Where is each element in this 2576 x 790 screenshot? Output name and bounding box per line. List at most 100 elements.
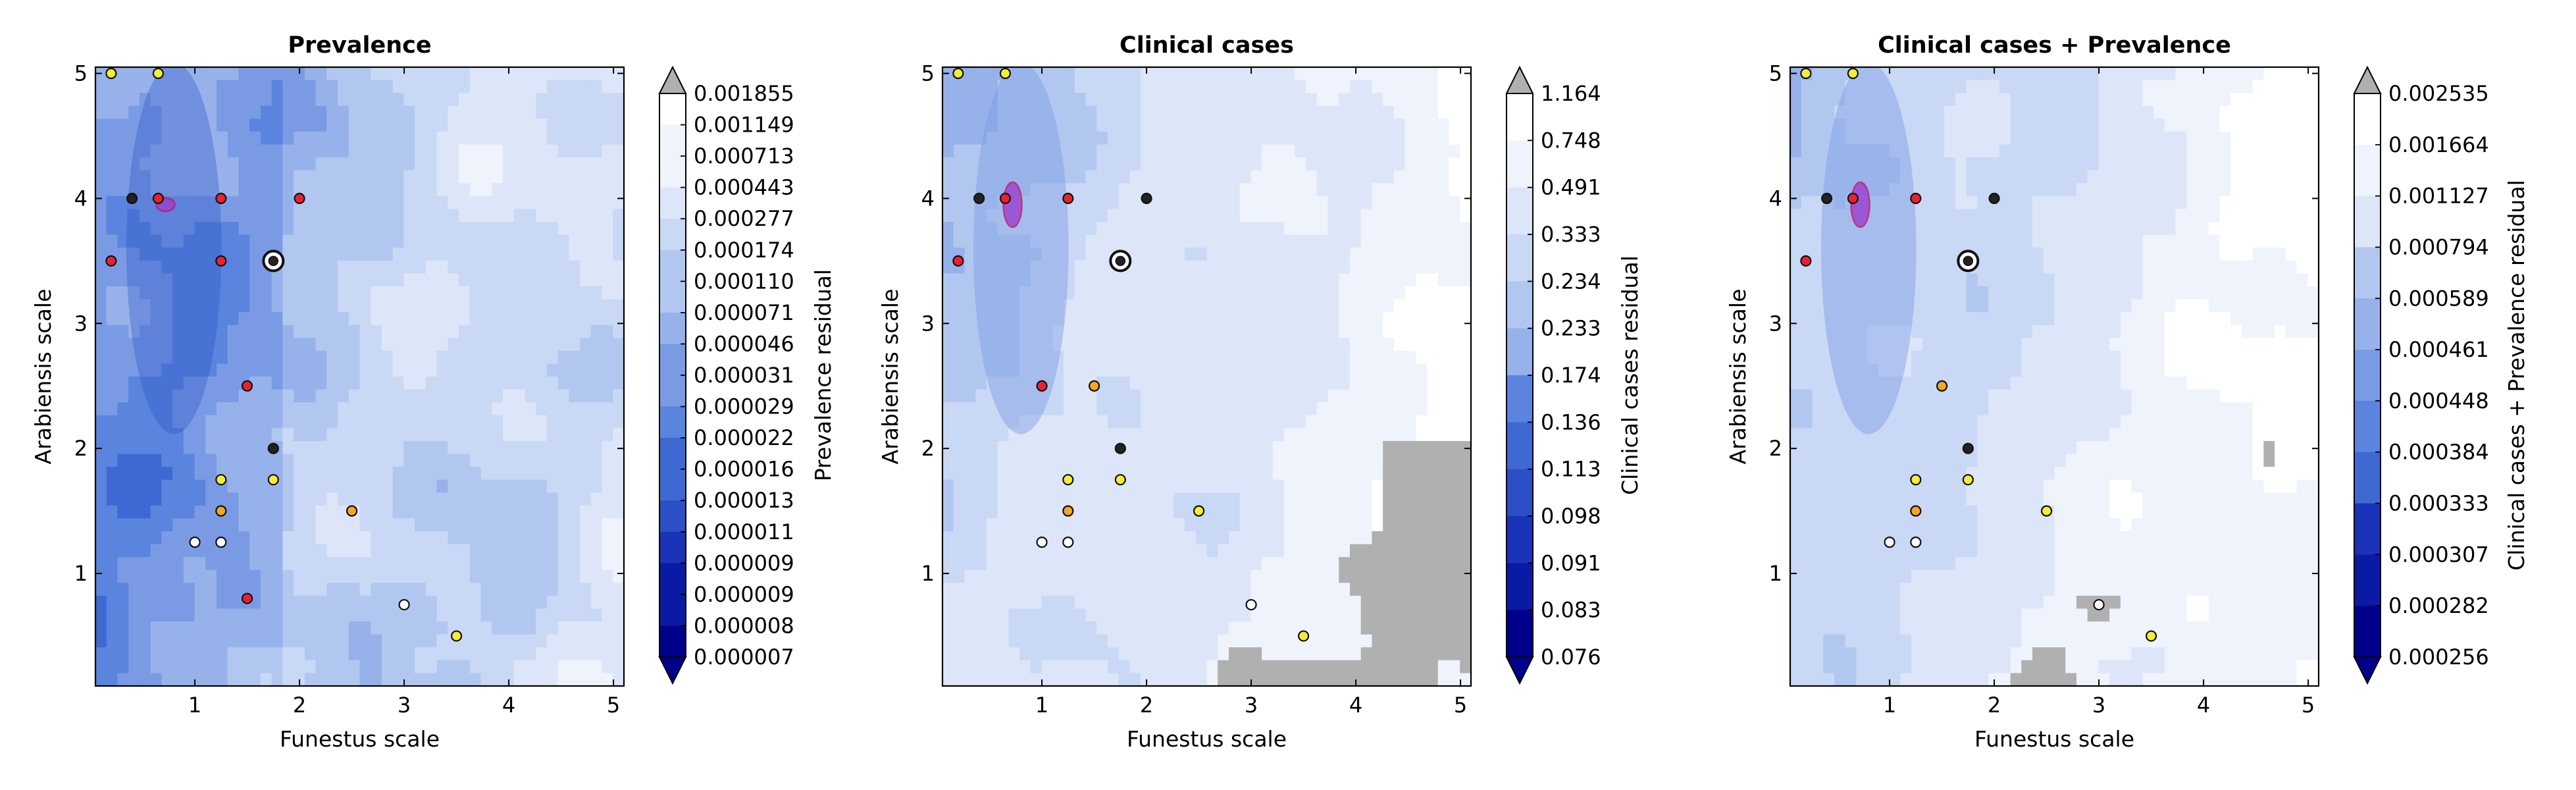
x-tick-label: 3 [398, 693, 411, 718]
colorbar-tick-label: 0.234 [1541, 269, 1601, 294]
colorbar-tick-label: 0.000713 [694, 144, 794, 169]
colorbar-tick-label: 0.000256 [2388, 645, 2489, 670]
data-point [215, 474, 227, 486]
y-tick-label: 1 [921, 561, 935, 586]
data-point [267, 442, 279, 454]
data-point [1821, 192, 1833, 204]
colorbar-tick-label: 0.001127 [2388, 184, 2489, 209]
colorbar-tick-label: 0.000009 [694, 582, 794, 607]
colorbar-tick-label: 0.083 [1541, 598, 1601, 623]
colorbar-bin [1507, 281, 1533, 329]
y-tick-label: 5 [74, 61, 88, 86]
data-point [105, 255, 117, 267]
colorbar-bin [659, 531, 686, 564]
colorbar-frame [2354, 93, 2381, 658]
x-tick-label: 3 [1245, 693, 1258, 718]
data-point [973, 192, 985, 204]
best-fit-marker [268, 255, 279, 267]
data-point [1884, 537, 1895, 548]
y-tick-label: 2 [921, 436, 935, 461]
data-point [1800, 255, 1812, 267]
colorbar-tick-label: 0.000008 [694, 613, 794, 638]
colorbar-bin [2354, 298, 2381, 350]
x-tick-label: 4 [2197, 693, 2210, 718]
x-tick-label: 2 [1140, 693, 1153, 718]
data-point [1193, 505, 1205, 517]
data-point [999, 192, 1012, 204]
colorbar-tick-label: 0.748 [1541, 128, 1601, 153]
data-point [1297, 630, 1310, 642]
y-tick-label: 4 [921, 186, 935, 211]
colorbar-bin [1507, 234, 1533, 282]
data-point [450, 630, 463, 642]
colorbar-bin [2354, 503, 2381, 555]
y-axis-label: Arabiensis scale [1725, 289, 1751, 465]
data-point [1910, 537, 1922, 548]
colorbar-over-extension [2353, 65, 2382, 94]
colorbar-bin [2354, 606, 2381, 658]
y-axis-label: Arabiensis scale [877, 289, 903, 465]
data-point [1245, 598, 1257, 611]
panel-1: 1 2 3 4 5 1 2 3 4 5 Prevalence Funestus scale Arabie… [30, 32, 836, 752]
colorbar-tick-label: 0.136 [1541, 409, 1601, 434]
colorbar-bin [2354, 196, 2381, 248]
colorbar-tick-label: 0.233 [1541, 316, 1601, 341]
data-point [294, 192, 305, 204]
colorbar-tick-label: 0.000794 [2388, 234, 2489, 259]
colorbar-tick-label: 0.076 [1541, 645, 1601, 670]
colorbar-bin [2354, 452, 2381, 504]
colorbar-tick-label: 0.002535 [2388, 81, 2489, 106]
data-point [1936, 380, 1948, 392]
y-tick-label: 3 [921, 311, 935, 336]
colorbar-tick-label: 0.001855 [694, 81, 794, 106]
colorbar-tick-label: 0.000110 [694, 269, 794, 294]
best-fit-marker [1963, 255, 1974, 267]
colorbar-tick-label: 0.000333 [2388, 491, 2489, 516]
colorbar-bin [659, 156, 686, 188]
panel-title: Prevalence [288, 32, 431, 59]
colorbar-tick-label: 0.001149 [694, 113, 794, 138]
colorbar-bin [659, 625, 686, 658]
colorbar-tick-label: 0.000461 [2388, 337, 2489, 362]
highlight-region [1850, 181, 1870, 228]
low-residual-band [973, 67, 1069, 434]
colorbar-tick-label: 0.000011 [694, 519, 794, 544]
x-tick-label: 2 [1988, 693, 2001, 718]
colorbar-under-extension [2353, 656, 2382, 685]
data-point [1910, 505, 1922, 517]
colorbar-tick-label: 0.000384 [2388, 440, 2489, 465]
y-tick-label: 4 [74, 186, 88, 211]
data-point [1088, 380, 1100, 392]
data-point [1988, 192, 2000, 204]
x-tick-label: 5 [607, 693, 620, 718]
highlight-region [1002, 181, 1023, 228]
colorbar-bin [659, 124, 686, 157]
colorbar-tick-label: 0.000022 [694, 425, 794, 450]
colorbar-over-extension [1505, 65, 1534, 94]
colorbar-tick-label: 0.000282 [2388, 593, 2489, 618]
y-tick-label: 1 [74, 561, 88, 586]
colorbar-tick-label: 0.000448 [2388, 388, 2489, 413]
colorbar-tick-label: 0.000013 [694, 488, 794, 513]
colorbar-bin [659, 250, 686, 282]
colorbar-bin [1507, 563, 1533, 611]
x-tick-label: 4 [502, 693, 515, 718]
data-point [215, 192, 227, 204]
data-point [1141, 192, 1152, 204]
data-point [215, 255, 227, 267]
colorbar-bin [659, 438, 686, 470]
colorbar-bin [659, 469, 686, 501]
colorbar-tick-label: 0.000009 [694, 550, 794, 575]
data-point [189, 537, 201, 548]
data-point [952, 67, 964, 80]
data-point [2093, 598, 2105, 611]
axes-frame [941, 66, 1472, 687]
x-axis-label: Funestus scale [280, 726, 440, 752]
colorbar-over-extension [658, 65, 687, 94]
low-residual-band [126, 67, 222, 434]
x-tick-label: 1 [1883, 693, 1896, 718]
data-point [1062, 474, 1074, 486]
colorbar-tick-label: 0.001664 [2388, 132, 2489, 157]
colorbar-tick-label: 0.174 [1541, 363, 1601, 388]
colorbar-bin [659, 594, 686, 627]
